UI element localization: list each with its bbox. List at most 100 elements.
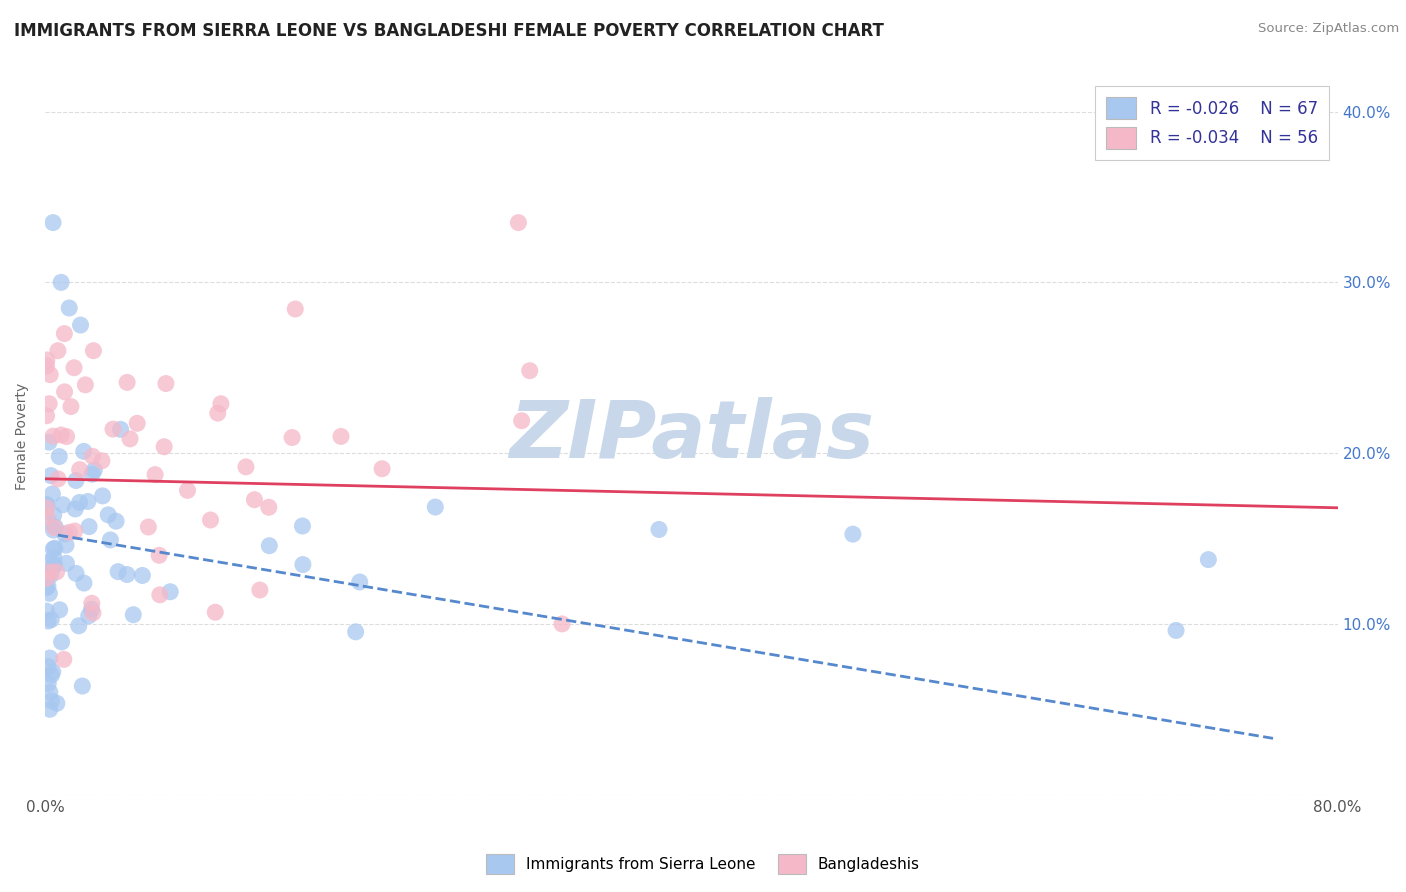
- Point: [49, 276, 72, 290]
- Point: [65, 502, 87, 516]
- Point: [35, 581, 58, 595]
- Point: [82, 606, 104, 620]
- Point: [82, 343, 104, 358]
- Point: [249, 582, 271, 597]
- Point: [44, 520, 66, 534]
- Text: Source: ZipAtlas.com: Source: ZipAtlas.com: [1258, 22, 1399, 36]
- Point: [63, 524, 86, 538]
- Point: [38, 435, 60, 450]
- Point: [55, 557, 77, 571]
- Point: [148, 549, 170, 563]
- Y-axis label: Female Poverty: Female Poverty: [15, 383, 30, 490]
- Point: [425, 500, 447, 514]
- Point: [67, 619, 90, 633]
- Point: [82, 467, 104, 482]
- Point: [42, 216, 65, 230]
- Point: [35, 359, 58, 373]
- Point: [39, 613, 62, 627]
- Point: [58, 301, 80, 315]
- Point: [131, 568, 153, 582]
- Point: [37, 676, 59, 690]
- Point: [35, 571, 58, 585]
- Point: [46, 472, 69, 486]
- Point: [35, 353, 58, 368]
- Point: [207, 406, 229, 420]
- Point: [105, 514, 128, 528]
- Point: [1197, 552, 1219, 566]
- Point: [551, 616, 574, 631]
- Text: ZIPatlas: ZIPatlas: [509, 397, 873, 475]
- Point: [72, 679, 94, 693]
- Point: [39, 468, 62, 483]
- Point: [122, 607, 145, 622]
- Point: [44, 541, 66, 556]
- Point: [153, 440, 176, 454]
- Point: [110, 422, 132, 436]
- Point: [38, 565, 60, 579]
- Point: [149, 588, 172, 602]
- Point: [42, 523, 65, 537]
- Point: [120, 432, 142, 446]
- Point: [648, 523, 671, 537]
- Point: [35, 498, 58, 512]
- Point: [37, 579, 59, 593]
- Legend: R = -0.026    N = 67, R = -0.034    N = 56: R = -0.026 N = 67, R = -0.034 N = 56: [1094, 86, 1329, 161]
- Point: [91, 489, 114, 503]
- Point: [115, 376, 138, 390]
- Point: [349, 574, 371, 589]
- Point: [107, 565, 129, 579]
- Point: [35, 500, 58, 515]
- Point: [77, 519, 100, 533]
- Point: [38, 685, 60, 699]
- Point: [51, 428, 73, 442]
- Point: [83, 463, 105, 477]
- Point: [51, 635, 73, 649]
- Point: [35, 509, 58, 524]
- Point: [38, 397, 60, 411]
- Point: [73, 444, 96, 458]
- Point: [53, 326, 76, 341]
- Point: [519, 364, 541, 378]
- Point: [45, 696, 67, 710]
- Point: [38, 586, 60, 600]
- Point: [44, 521, 66, 535]
- Point: [58, 525, 80, 540]
- Point: [330, 429, 353, 443]
- Point: [55, 429, 77, 443]
- Point: [69, 462, 91, 476]
- Text: IMMIGRANTS FROM SIERRA LEONE VS BANGLADESHI FEMALE POVERTY CORRELATION CHART: IMMIGRANTS FROM SIERRA LEONE VS BANGLADE…: [14, 22, 884, 40]
- Point: [37, 614, 59, 628]
- Point: [243, 492, 266, 507]
- Point: [45, 565, 67, 579]
- Point: [508, 216, 530, 230]
- Point: [235, 459, 257, 474]
- Point: [35, 604, 58, 618]
- Point: [41, 668, 63, 682]
- Point: [48, 603, 70, 617]
- Point: [143, 467, 166, 482]
- Point: [46, 343, 69, 358]
- Point: [155, 376, 177, 391]
- Point: [37, 514, 59, 528]
- Point: [38, 702, 60, 716]
- Point: [63, 360, 86, 375]
- Point: [127, 417, 149, 431]
- Point: [52, 498, 75, 512]
- Point: [37, 659, 59, 673]
- Point: [291, 519, 314, 533]
- Point: [101, 422, 124, 436]
- Point: [281, 431, 304, 445]
- Point: [138, 520, 160, 534]
- Point: [371, 461, 394, 475]
- Legend: Immigrants from Sierra Leone, Bangladeshis: Immigrants from Sierra Leone, Bangladesh…: [479, 848, 927, 880]
- Point: [291, 558, 314, 572]
- Point: [77, 608, 100, 623]
- Point: [39, 368, 62, 382]
- Point: [69, 495, 91, 509]
- Point: [284, 301, 307, 316]
- Point: [344, 624, 367, 639]
- Point: [76, 494, 98, 508]
- Point: [82, 449, 104, 463]
- Point: [80, 596, 103, 610]
- Point: [91, 454, 114, 468]
